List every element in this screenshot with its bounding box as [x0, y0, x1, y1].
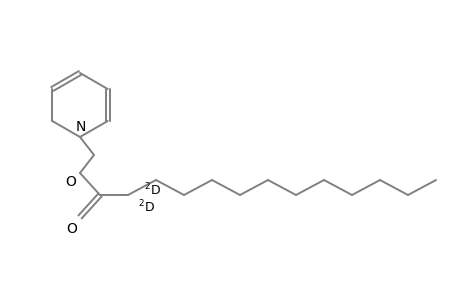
- Text: O: O: [66, 175, 76, 189]
- Text: $^{2}$D: $^{2}$D: [144, 182, 161, 198]
- Text: N: N: [76, 120, 86, 134]
- Text: $^{2}$D: $^{2}$D: [138, 199, 155, 215]
- Text: O: O: [67, 222, 77, 236]
